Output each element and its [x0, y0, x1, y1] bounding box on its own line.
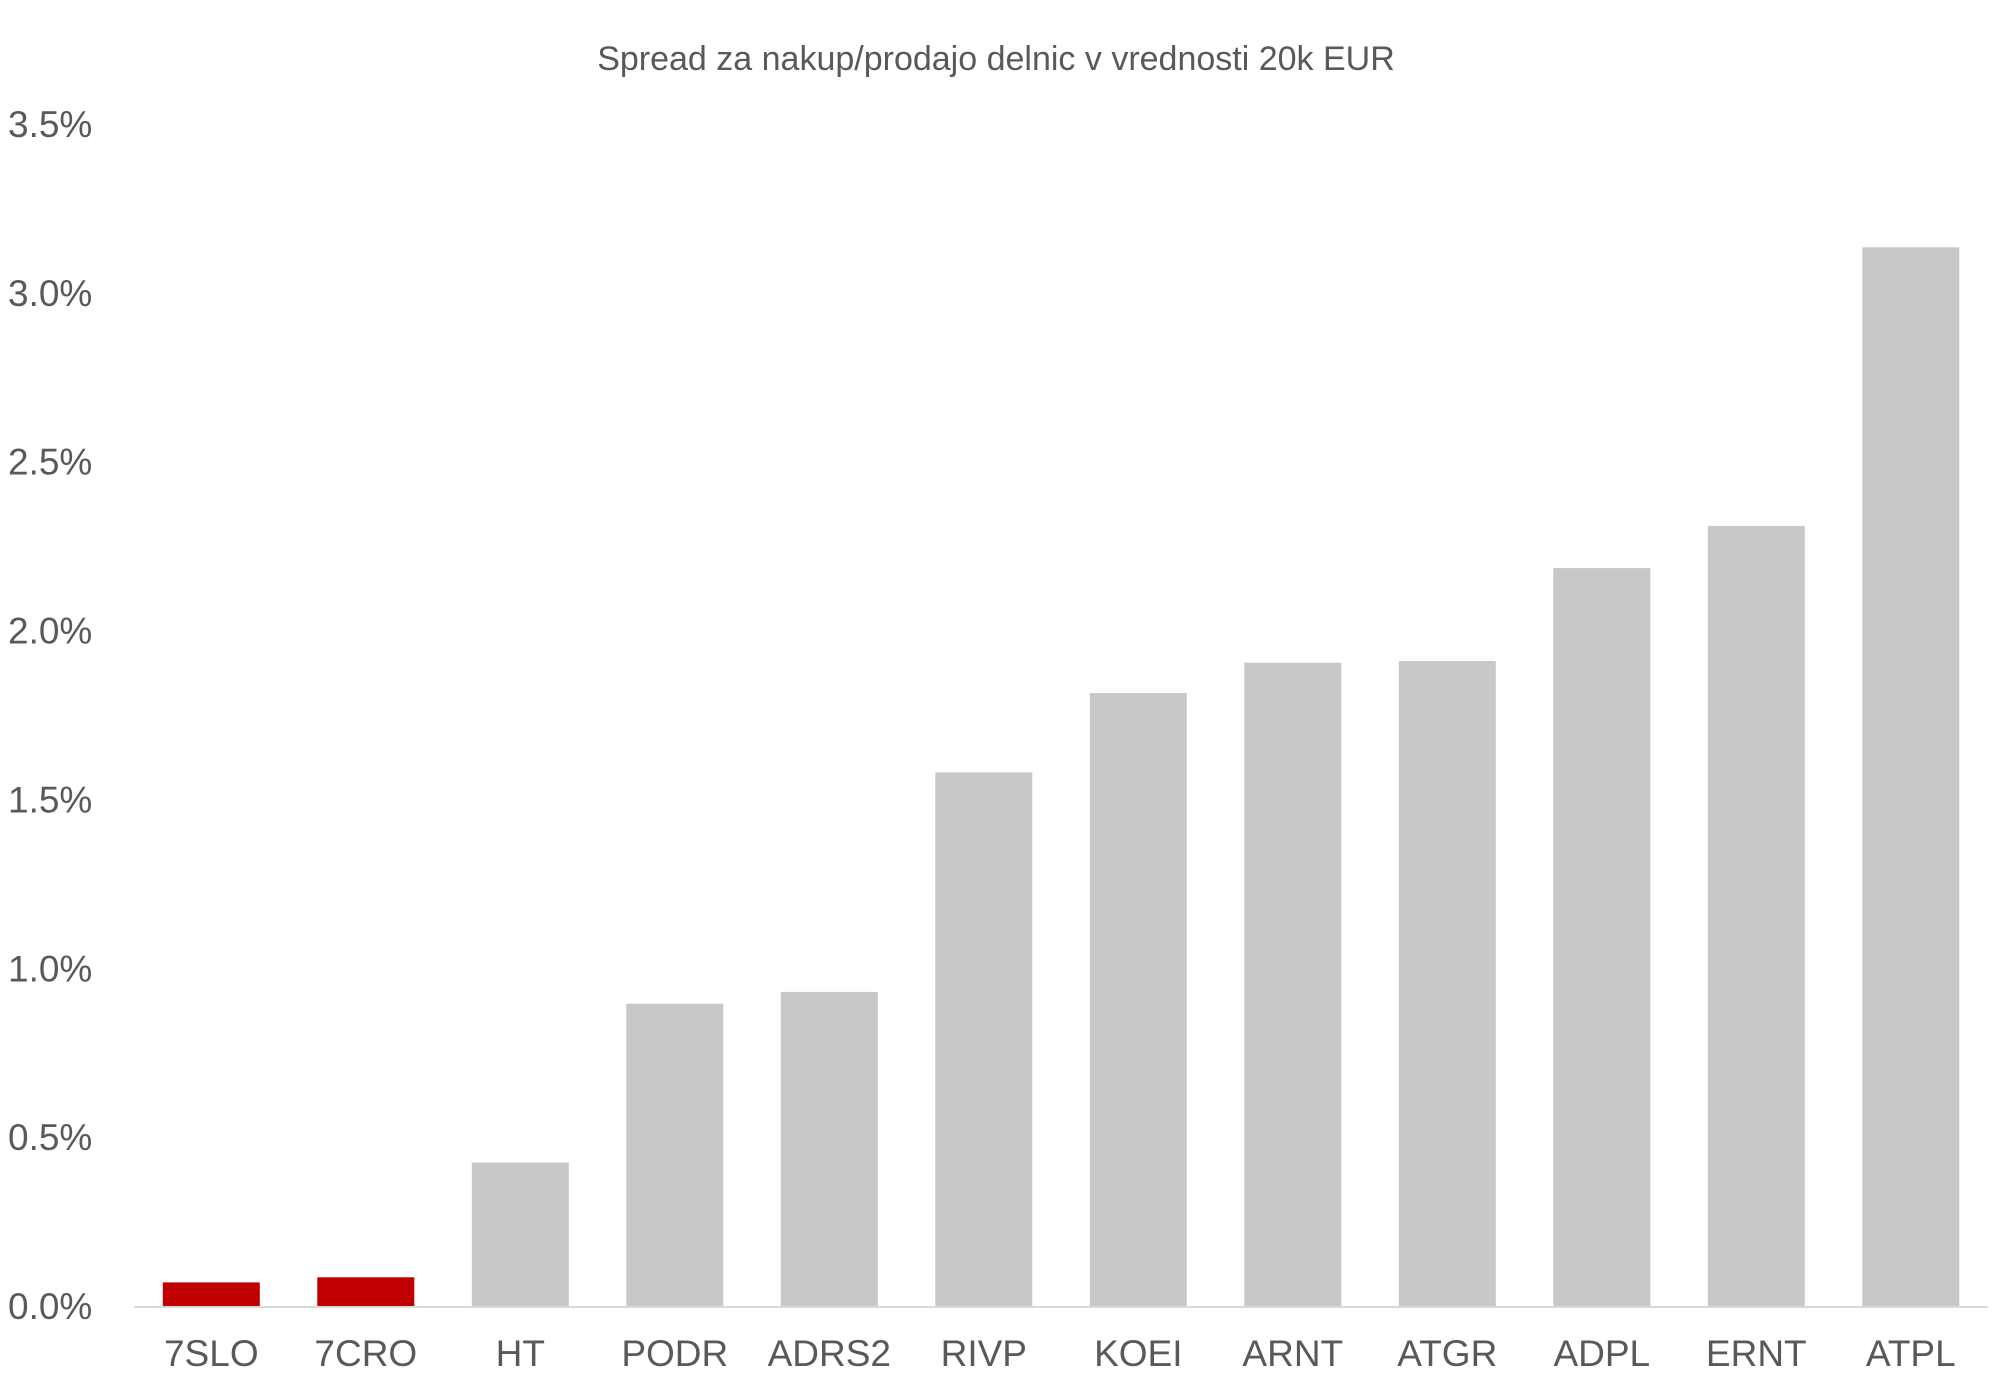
bar-adrs2 — [780, 991, 878, 1306]
y-tick-label: 2.0% — [8, 611, 92, 652]
bar-7cro — [317, 1277, 415, 1306]
bar-atgr — [1398, 661, 1496, 1306]
x-tick-label: ERNT — [1706, 1333, 1807, 1374]
x-tick-label: RIVP — [941, 1333, 1027, 1374]
bar-koei — [1089, 693, 1187, 1306]
x-tick-label: ATPL — [1866, 1333, 1956, 1374]
y-tick-label: 1.5% — [8, 779, 92, 820]
y-tick-label: 2.5% — [8, 442, 92, 483]
bar-arnt — [1244, 662, 1342, 1306]
y-tick-label: 3.0% — [8, 273, 92, 314]
x-tick-label: PODR — [621, 1333, 728, 1374]
bars — [162, 247, 1960, 1306]
y-tick-label: 0.0% — [8, 1286, 92, 1327]
y-axis-ticks: 0.0% 0.5% 1.0% 1.5% 2.0% 2.5% 3.0% 3.5% — [8, 104, 92, 1327]
bar-atpl — [1862, 247, 1960, 1306]
x-tick-label: 7CRO — [314, 1333, 417, 1374]
x-tick-label: KOEI — [1094, 1333, 1182, 1374]
y-tick-label: 3.5% — [8, 104, 92, 145]
x-tick-label: ARNT — [1242, 1333, 1343, 1374]
bar-7slo — [162, 1282, 260, 1306]
x-tick-label: HT — [496, 1333, 545, 1374]
y-tick-label: 0.5% — [8, 1117, 92, 1158]
bar-ernt — [1707, 525, 1805, 1306]
bar-adpl — [1553, 568, 1651, 1306]
bar-rivp — [935, 772, 1033, 1306]
x-tick-label: ATGR — [1397, 1333, 1497, 1374]
y-tick-label: 1.0% — [8, 948, 92, 989]
bar-podr — [626, 1003, 724, 1306]
bar-ht — [471, 1162, 569, 1306]
x-axis-labels: 7SLO 7CRO HT PODR ADRS2 RIVP KOEI ARNT ATGR ADPL E… — [164, 1333, 1956, 1374]
x-tick-label: ADPL — [1553, 1333, 1650, 1374]
chart-title: Spread za nakup/prodajo delnic v vrednos… — [597, 40, 1395, 78]
x-tick-label: ADRS2 — [768, 1333, 891, 1374]
x-tick-label: 7SLO — [164, 1333, 259, 1374]
